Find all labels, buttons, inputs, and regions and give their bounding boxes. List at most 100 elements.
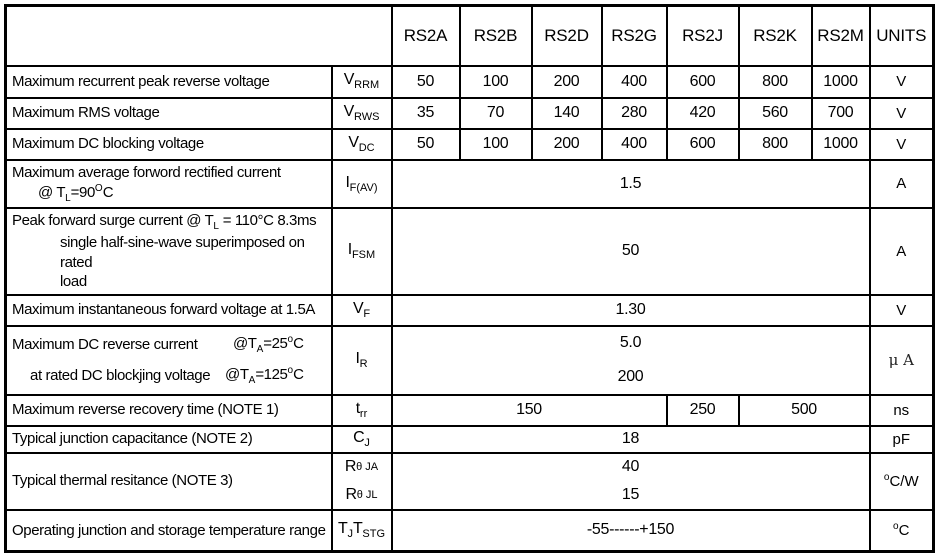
unit-label: V bbox=[868, 64, 935, 99]
value-cell: 100 bbox=[458, 64, 533, 99]
unit-label: μ A bbox=[868, 324, 935, 396]
unit-label: oC/W bbox=[868, 451, 935, 511]
value-cell: 600 bbox=[665, 127, 740, 161]
value-cell: 1000 bbox=[810, 64, 871, 99]
param-text: at rated DC blockjing voltage bbox=[30, 367, 211, 384]
param-label: Maximum DC reverse current @TA=25oC at r… bbox=[4, 324, 333, 396]
column-header-rs2g: RS2G bbox=[600, 4, 668, 67]
param-line: Peak forward surge current @ TL = 110°C … bbox=[12, 212, 317, 232]
param-label: Maximum instantaneous forward voltage at… bbox=[4, 293, 333, 327]
symbol-ifsm: IFSM bbox=[330, 207, 393, 296]
value-cell: 400 bbox=[600, 127, 668, 161]
param-label: Typical junction capacitance (NOTE 2) bbox=[4, 424, 333, 454]
value-cell: 200 bbox=[530, 64, 603, 99]
symbol-rth-ja: R θ JA bbox=[344, 458, 379, 476]
param-line: Maximum average forword rectified curren… bbox=[12, 163, 281, 181]
maximum-ratings-table: RS2A RS2B RS2D RS2G RS2J RS2K RS2M UNITS… bbox=[4, 4, 935, 553]
value-cell: 70 bbox=[458, 96, 533, 130]
symbol-vrws: VRWS bbox=[330, 96, 393, 130]
value-cell-merged: 500 bbox=[737, 393, 871, 427]
param-label: Maximum RMS voltage bbox=[4, 96, 333, 130]
symbol-vrrm: VRRM bbox=[330, 64, 393, 99]
value-cell: 700 bbox=[810, 96, 871, 130]
header-row: RS2A RS2B RS2D RS2G RS2J RS2K RS2M UNITS bbox=[4, 4, 935, 67]
table-corner-cell bbox=[4, 4, 393, 67]
symbol-cj: CJ bbox=[330, 424, 393, 454]
unit-label: V bbox=[868, 293, 935, 327]
value-cell: 100 bbox=[458, 127, 533, 161]
symbol-rth: R θ JA R θ JL bbox=[330, 451, 393, 511]
value-cell: 800 bbox=[737, 127, 813, 161]
value-cell: 400 bbox=[600, 64, 668, 99]
param-line: load bbox=[60, 273, 87, 290]
param-condition: @TA=25oC bbox=[232, 333, 304, 355]
table-row-vrws: Maximum RMS voltage VRWS 35 70 140 280 4… bbox=[4, 96, 935, 130]
value-cell-merged: 150 bbox=[390, 393, 668, 427]
unit-label: A bbox=[868, 158, 935, 209]
column-header-rs2b: RS2B bbox=[458, 4, 533, 67]
value-cell-merged: 1.30 bbox=[390, 293, 871, 327]
value-cell: 800 bbox=[737, 64, 813, 99]
unit-label: A bbox=[868, 207, 935, 296]
unit-label: ns bbox=[868, 393, 935, 427]
value-bottom: 200 bbox=[617, 367, 644, 385]
value-cell: 420 bbox=[665, 96, 740, 130]
param-label: Peak forward surge current @ TL = 110°C … bbox=[4, 207, 333, 296]
param-line: single half-sine-wave superimposed on ra… bbox=[60, 234, 305, 271]
value-top: 5.0 bbox=[619, 334, 642, 352]
table-row-vf: Maximum instantaneous forward voltage at… bbox=[4, 293, 935, 327]
table-row-rth: Typical thermal resitance (NOTE 3) R θ J… bbox=[4, 451, 935, 511]
param-line: Maximum DC reverse current @TA=25oC bbox=[12, 329, 330, 361]
column-header-rs2m: RS2M bbox=[810, 4, 871, 67]
column-header-rs2d: RS2D bbox=[530, 4, 603, 67]
column-header-rs2j: RS2J bbox=[665, 4, 740, 67]
param-line: at rated DC blockjing voltage @TA=125oC bbox=[12, 360, 330, 392]
table-row-cj: Typical junction capacitance (NOTE 2) CJ… bbox=[4, 424, 935, 454]
param-label: Maximum average forword rectified curren… bbox=[4, 158, 333, 209]
table-row-trr: Maximum reverse recovery time (NOTE 1) t… bbox=[4, 393, 935, 427]
param-label: Typical thermal resitance (NOTE 3) bbox=[4, 451, 333, 511]
value-cell: 50 bbox=[390, 127, 461, 161]
value-cell: 140 bbox=[530, 96, 603, 130]
value-cell-merged: 1.5 bbox=[390, 158, 871, 209]
param-condition: @TA=125oC bbox=[225, 365, 304, 387]
column-header-rs2k: RS2K bbox=[737, 4, 813, 67]
table-row-ir: Maximum DC reverse current @TA=25oC at r… bbox=[4, 324, 935, 396]
symbol-vf: VF bbox=[330, 293, 393, 327]
value-cell: 560 bbox=[737, 96, 813, 130]
value-top: 40 bbox=[621, 458, 640, 476]
param-line: @ TL=90OC bbox=[38, 183, 114, 204]
param-label: Maximum DC blocking voltage bbox=[4, 127, 333, 161]
column-header-rs2a: RS2A bbox=[390, 4, 461, 67]
param-label: Maximum recurrent peak reverse voltage bbox=[4, 64, 333, 99]
symbol-ir: IR bbox=[330, 324, 393, 396]
value-cell: 250 bbox=[665, 393, 740, 427]
symbol-trr: trr bbox=[330, 393, 393, 427]
param-label: Operating junction and storage temperatu… bbox=[4, 508, 333, 553]
value-cell: 1000 bbox=[810, 127, 871, 161]
table-row-vdc: Maximum DC blocking voltage VDC 50 100 2… bbox=[4, 127, 935, 161]
unit-label: oC bbox=[868, 508, 935, 553]
value-cell: 280 bbox=[600, 96, 668, 130]
value-cell-merged: 50 bbox=[390, 207, 871, 296]
unit-label: pF bbox=[868, 424, 935, 454]
param-label: Maximum reverse recovery time (NOTE 1) bbox=[4, 393, 333, 427]
value-bottom: 15 bbox=[621, 485, 640, 503]
symbol-vdc: VDC bbox=[330, 127, 393, 161]
column-header-units: UNITS bbox=[868, 4, 935, 67]
table-row-vrrm: Maximum recurrent peak reverse voltage V… bbox=[4, 64, 935, 99]
symbol-tstg: TJTSTG bbox=[330, 508, 393, 553]
value-cell-merged: 5.0 200 bbox=[390, 324, 871, 396]
unit-label: V bbox=[868, 127, 935, 161]
value-cell-merged: 40 15 bbox=[390, 451, 871, 511]
param-text: Maximum DC reverse current bbox=[12, 335, 198, 353]
symbol-ifav: IF(AV) bbox=[330, 158, 393, 209]
value-cell: 600 bbox=[665, 64, 740, 99]
value-cell: 50 bbox=[390, 64, 461, 99]
table-row-tstg: Operating junction and storage temperatu… bbox=[4, 508, 935, 553]
value-cell-merged: -55------+150 bbox=[390, 508, 871, 553]
unit-label: V bbox=[868, 96, 935, 130]
value-cell-merged: 18 bbox=[390, 424, 871, 454]
value-cell: 200 bbox=[530, 127, 603, 161]
